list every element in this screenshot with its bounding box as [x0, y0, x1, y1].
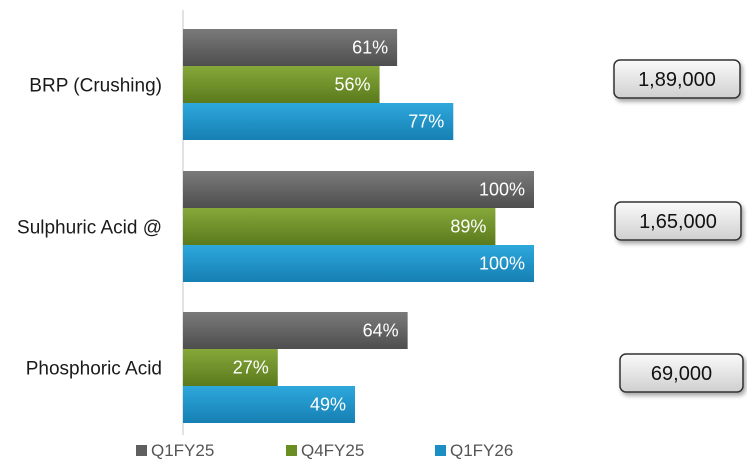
data-label: 89% [450, 217, 486, 237]
data-label: 64% [363, 321, 399, 341]
data-label: 49% [310, 395, 346, 415]
capacity-box: 1,89,000 [613, 59, 741, 99]
legend-label: Q4FY25 [301, 441, 364, 460]
capacity-box: 69,000 [619, 353, 744, 393]
legend-label: Q1FY26 [450, 441, 513, 460]
data-label: 27% [233, 358, 269, 378]
legend-swatch [136, 445, 147, 456]
data-label: 61% [352, 38, 388, 58]
legend-entry: Q4FY25 [286, 441, 364, 460]
capacity-box: 1,65,000 [614, 201, 742, 241]
bar-q1fy25-0 [183, 29, 398, 66]
bar-q4fy25-2 [183, 349, 278, 386]
legend-swatch [286, 445, 297, 456]
bar-q1fy26-0 [183, 103, 454, 140]
data-label: 56% [335, 75, 371, 95]
capacity-value: 69,000 [651, 363, 712, 385]
category-label: Phosphoric Acid [26, 359, 162, 380]
data-label: 100% [479, 180, 525, 200]
bar-q4fy25-1 [183, 208, 496, 245]
capacity-box-frame [614, 201, 742, 241]
legend-entry: Q1FY25 [136, 441, 214, 460]
capacity-box-frame [619, 353, 744, 393]
legend-entry: Q1FY26 [435, 441, 513, 460]
legend-label: Q1FY25 [151, 441, 214, 460]
capacity-box-frame [613, 59, 741, 99]
data-label: 100% [479, 254, 525, 274]
category-label: Sulphuric Acid @ [17, 218, 162, 239]
bar-q4fy25-0 [183, 66, 380, 103]
bar-q1fy25-2 [183, 312, 408, 349]
bar-q1fy25-1 [183, 171, 534, 208]
data-label: 77% [408, 112, 444, 132]
bar-q1fy26-2 [183, 386, 355, 423]
category-label: BRP (Crushing) [29, 76, 162, 97]
capacity-value: 1,65,000 [639, 211, 717, 233]
legend-swatch [435, 445, 446, 456]
capacity-value: 1,89,000 [638, 69, 716, 91]
bar-q1fy26-1 [183, 245, 534, 282]
